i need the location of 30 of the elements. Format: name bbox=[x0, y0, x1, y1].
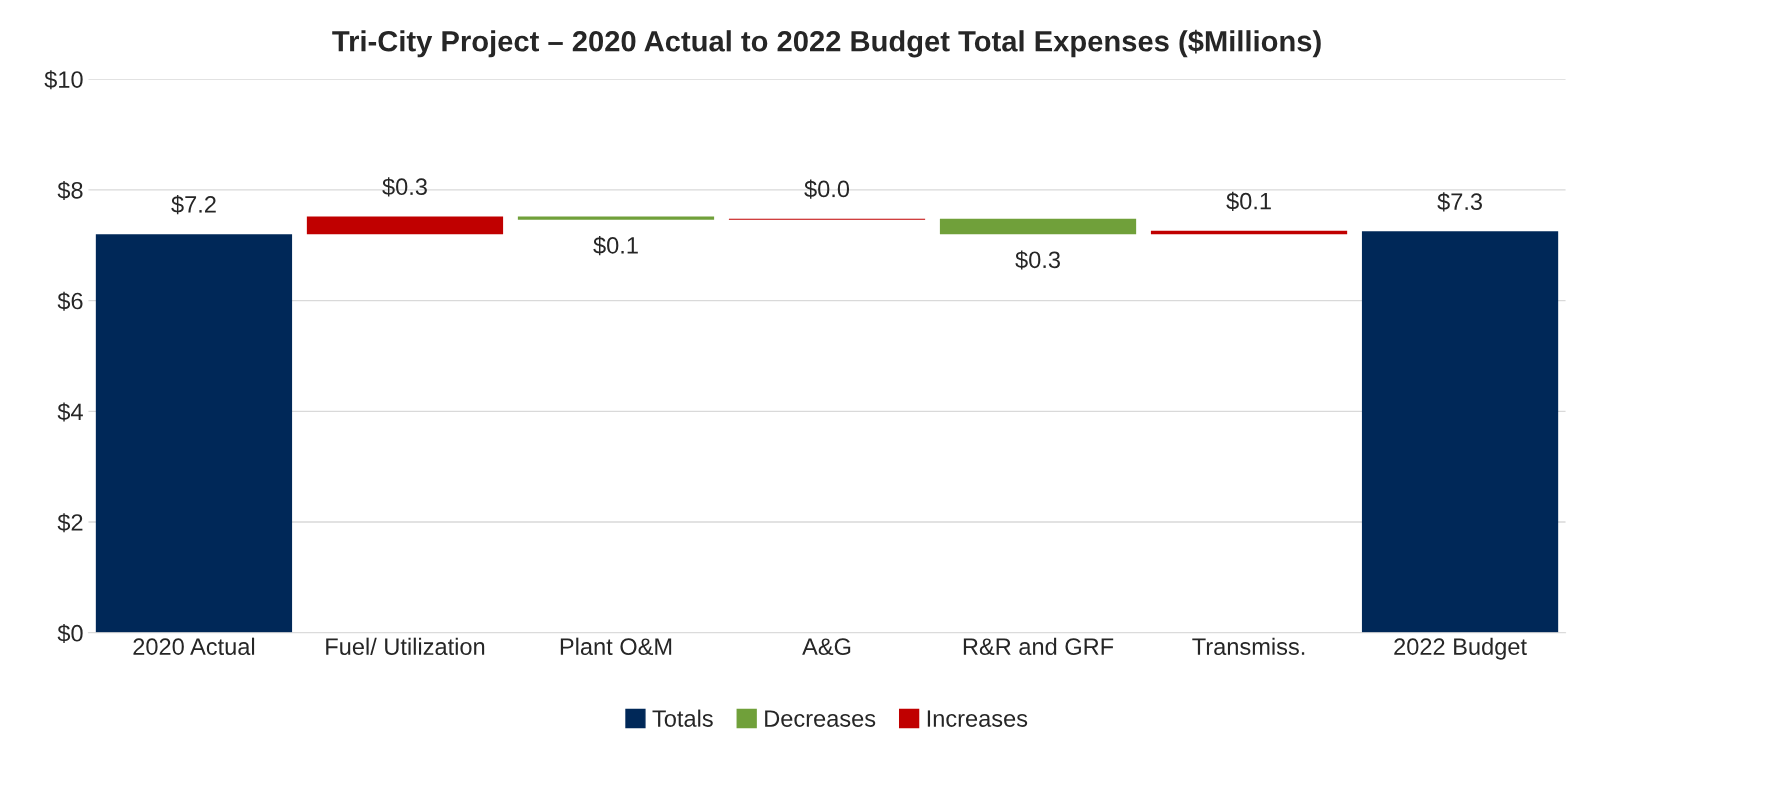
bar bbox=[95, 234, 293, 633]
data-label: $0.3 bbox=[1015, 250, 1060, 270]
y-tick-label: $4 bbox=[57, 402, 83, 422]
data-label: $0.0 bbox=[804, 179, 850, 199]
y-tick-label: $0 bbox=[57, 623, 83, 643]
legend-label: Decreases bbox=[765, 710, 876, 727]
x-tick-label: 2022 Budget bbox=[1394, 637, 1527, 660]
chart-title: Tri-City Project – 2020 Actual to 2022 Budget Total Expenses ($Millions) bbox=[332, 29, 1321, 58]
data-label: $0.1 bbox=[593, 236, 638, 256]
data-label: $0.1 bbox=[1226, 191, 1271, 211]
bar bbox=[306, 216, 504, 235]
data-label: $7.3 bbox=[1437, 192, 1482, 212]
y-tick-label: $8 bbox=[57, 180, 83, 201]
y-tick-label: $2 bbox=[57, 513, 83, 533]
y-tick-label: $6 bbox=[57, 291, 83, 311]
data-label: $0.3 bbox=[382, 177, 427, 197]
x-tick-label: A&G bbox=[802, 638, 851, 655]
bar bbox=[1150, 230, 1348, 235]
bar bbox=[1361, 231, 1559, 633]
data-label: $7.2 bbox=[171, 195, 216, 215]
x-tick-label: Fuel/ Utilization bbox=[326, 637, 485, 655]
x-tick-label: Transmiss. bbox=[1192, 637, 1305, 655]
y-tick-label: $10 bbox=[44, 70, 83, 90]
bar bbox=[517, 216, 715, 220]
x-tick-label: 2020 Actual bbox=[133, 637, 255, 655]
legend-label: Totals bbox=[652, 709, 713, 727]
x-tick-label: Plant O&M bbox=[560, 637, 672, 655]
legend-label: Increases bbox=[927, 710, 1028, 727]
x-tick-label: R&R and GRF bbox=[963, 637, 1114, 655]
bar bbox=[939, 218, 1137, 235]
